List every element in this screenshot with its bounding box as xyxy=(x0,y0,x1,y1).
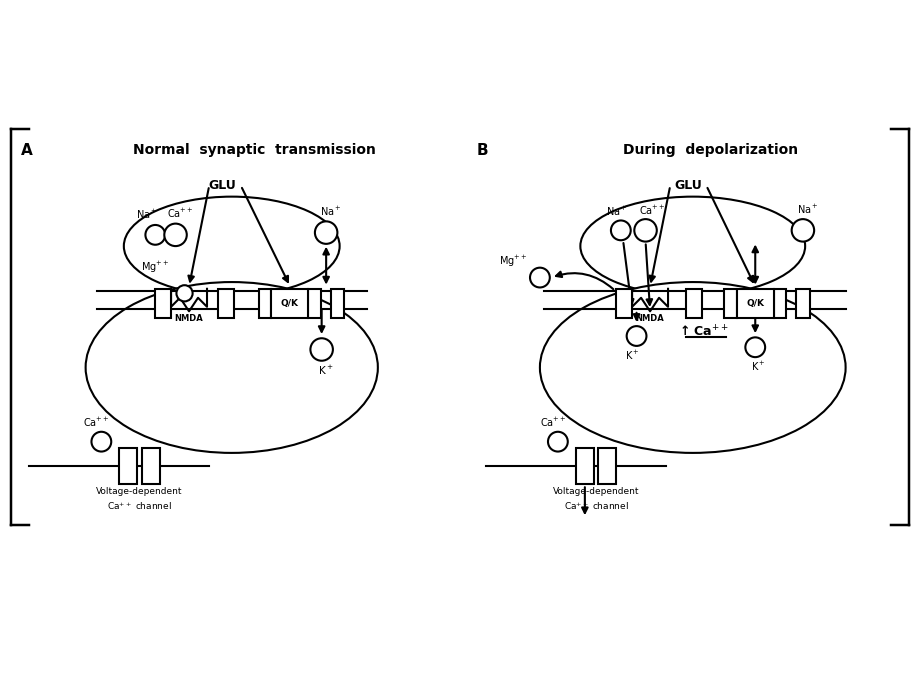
Circle shape xyxy=(91,432,111,451)
FancyBboxPatch shape xyxy=(795,289,809,318)
Circle shape xyxy=(176,285,192,302)
FancyBboxPatch shape xyxy=(308,289,321,318)
Text: Mg$^{++}$: Mg$^{++}$ xyxy=(141,260,169,275)
FancyBboxPatch shape xyxy=(218,289,233,318)
Text: Na$^+$: Na$^+$ xyxy=(320,205,341,218)
Text: K$^+$: K$^+$ xyxy=(624,348,639,362)
Circle shape xyxy=(626,326,646,346)
Text: A: A xyxy=(20,143,32,158)
Circle shape xyxy=(314,221,337,244)
FancyBboxPatch shape xyxy=(142,448,160,484)
Ellipse shape xyxy=(124,197,339,295)
Circle shape xyxy=(145,225,165,245)
Text: NMDA: NMDA xyxy=(175,315,203,324)
Text: Ca$^{++}$ channel: Ca$^{++}$ channel xyxy=(563,500,628,512)
FancyBboxPatch shape xyxy=(597,448,616,484)
Circle shape xyxy=(548,432,567,451)
Text: Ca$^{++}$: Ca$^{++}$ xyxy=(166,207,193,220)
Circle shape xyxy=(529,268,550,288)
FancyBboxPatch shape xyxy=(330,289,344,318)
Text: Q/K: Q/K xyxy=(280,299,299,308)
FancyBboxPatch shape xyxy=(258,289,271,318)
Text: Na$^+$: Na$^+$ xyxy=(605,205,627,218)
Text: K$^+$: K$^+$ xyxy=(318,364,334,377)
Text: During  depolarization: During depolarization xyxy=(622,143,798,157)
Ellipse shape xyxy=(85,282,378,453)
Text: Ca$^{++}$ channel: Ca$^{++}$ channel xyxy=(107,500,172,512)
Circle shape xyxy=(633,219,656,242)
Ellipse shape xyxy=(539,282,845,453)
FancyBboxPatch shape xyxy=(736,289,773,318)
Circle shape xyxy=(610,221,630,240)
Ellipse shape xyxy=(580,197,804,295)
Text: NMDA: NMDA xyxy=(635,315,664,324)
Text: GLU: GLU xyxy=(209,179,236,192)
Text: ↑ Ca$^{++}$: ↑ Ca$^{++}$ xyxy=(678,324,729,339)
Text: B: B xyxy=(476,143,488,158)
Text: Ca$^{++}$: Ca$^{++}$ xyxy=(638,204,665,217)
FancyBboxPatch shape xyxy=(575,448,593,484)
FancyBboxPatch shape xyxy=(616,289,631,318)
Text: Ca$^{++}$: Ca$^{++}$ xyxy=(84,416,110,429)
FancyBboxPatch shape xyxy=(119,448,137,484)
Text: Na$^+$: Na$^+$ xyxy=(135,208,157,221)
Text: Mg$^{++}$: Mg$^{++}$ xyxy=(498,253,527,268)
Text: K$^+$: K$^+$ xyxy=(750,360,765,373)
FancyBboxPatch shape xyxy=(155,289,171,318)
FancyBboxPatch shape xyxy=(723,289,736,318)
FancyBboxPatch shape xyxy=(271,289,308,318)
Text: Na$^+$: Na$^+$ xyxy=(796,203,817,216)
Text: Q/K: Q/K xyxy=(745,299,764,308)
Circle shape xyxy=(310,338,333,361)
Text: GLU: GLU xyxy=(674,179,701,192)
Text: Voltage-dependent: Voltage-dependent xyxy=(96,486,183,495)
Text: Voltage-dependent: Voltage-dependent xyxy=(552,486,639,495)
Circle shape xyxy=(791,219,813,242)
Text: Ca$^{++}$: Ca$^{++}$ xyxy=(539,416,566,429)
Circle shape xyxy=(165,224,187,246)
FancyBboxPatch shape xyxy=(686,289,701,318)
Circle shape xyxy=(744,337,765,357)
Text: Normal  synaptic  transmission: Normal synaptic transmission xyxy=(132,143,375,157)
FancyBboxPatch shape xyxy=(773,289,786,318)
